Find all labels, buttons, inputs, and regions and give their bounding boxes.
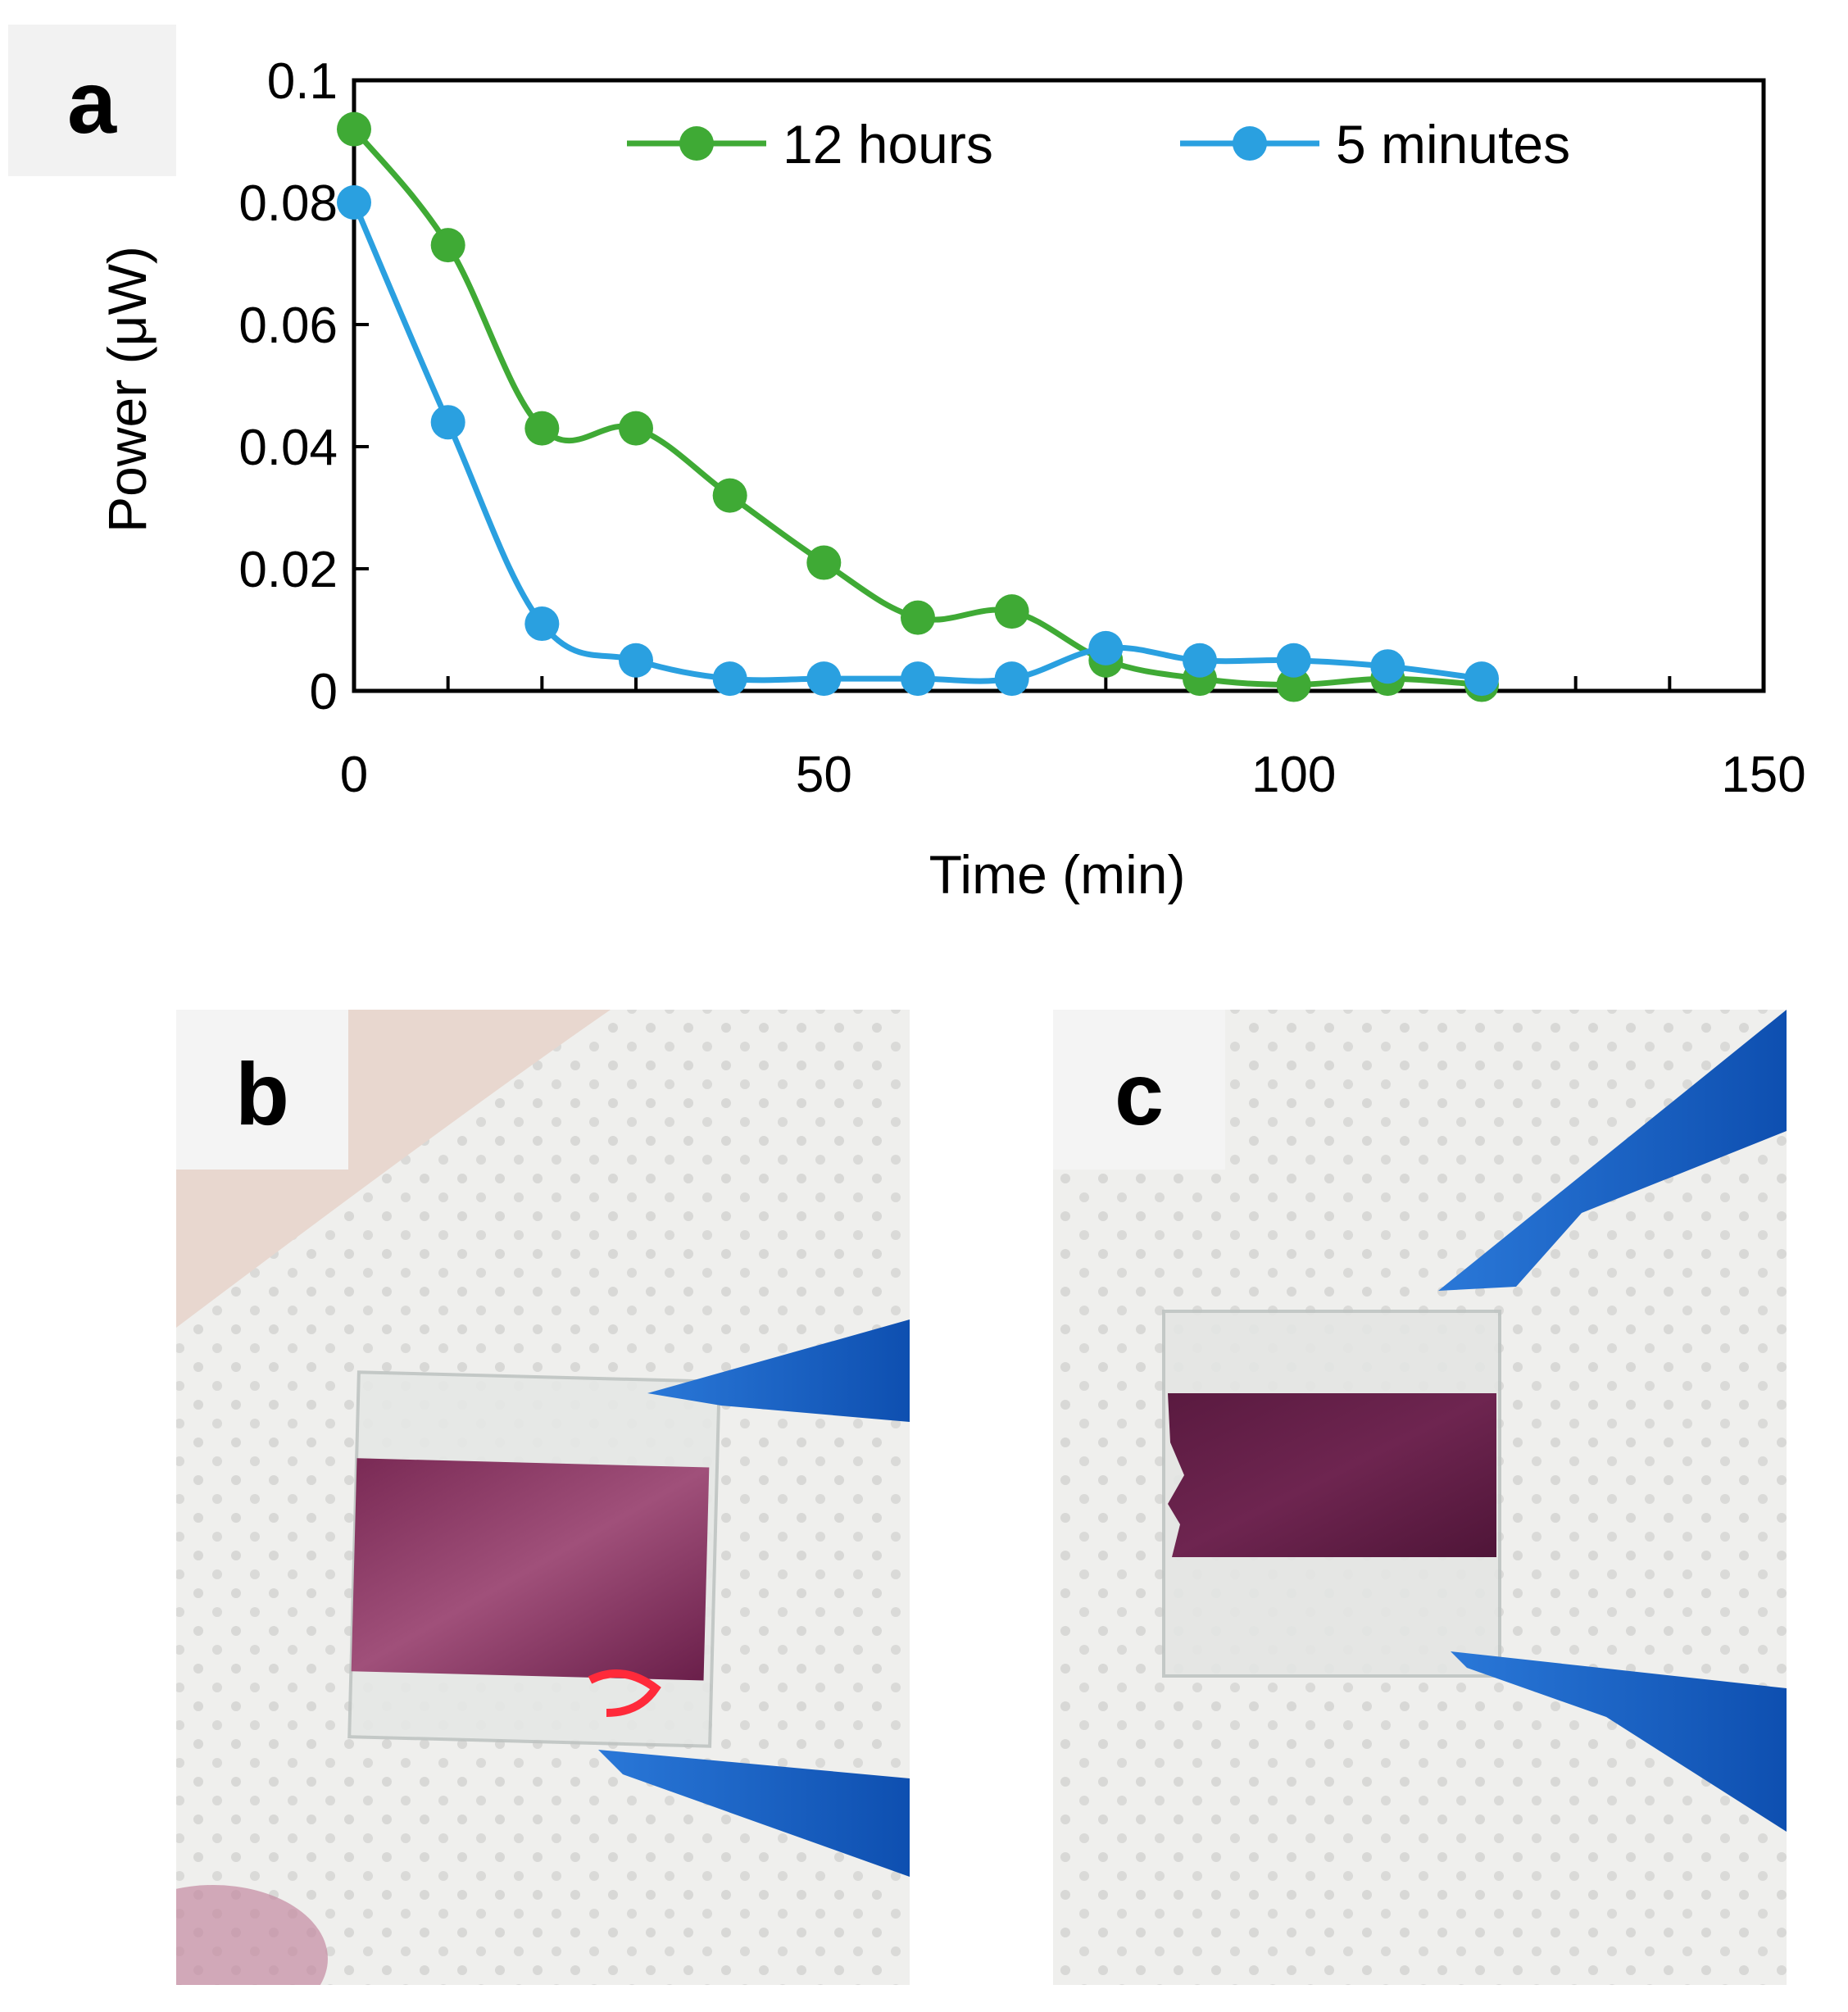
- data-point: [619, 411, 653, 446]
- data-point: [1088, 630, 1124, 665]
- data-point: [337, 185, 371, 220]
- data-point: [337, 111, 371, 147]
- legend-swatch-marker: [1233, 126, 1267, 161]
- panel-b-photo: b: [176, 1010, 910, 1985]
- data-point: [1464, 661, 1499, 697]
- panel-c-label-box: [1053, 1010, 1225, 1170]
- y-axis-label: Power (μW): [97, 246, 157, 533]
- data-point: [524, 606, 560, 642]
- data-point: [1276, 643, 1311, 678]
- panel-a-label: a: [67, 52, 117, 152]
- data-point: [806, 661, 842, 697]
- legend-label: 5 minutes: [1336, 114, 1570, 175]
- x-axis-label: Time (min): [929, 844, 1186, 905]
- y-ticks: 0 0.02 0.04 0.06 0.08 0.1: [238, 53, 369, 720]
- data-point: [619, 643, 653, 678]
- tweezer-top-c: [1438, 1010, 1787, 1291]
- data-point: [430, 405, 465, 440]
- data-point: [430, 228, 465, 263]
- data-point: [524, 411, 560, 446]
- chart-a: 0 0.02 0.04 0.06 0.08 0.1 0 50 100 150 Time (min…: [97, 53, 1806, 905]
- plot-frame: [352, 78, 1766, 693]
- tweezer-bottom-b: [598, 1750, 910, 1877]
- stain-b: [176, 1885, 328, 1985]
- legend-label: 12 hours: [783, 114, 993, 175]
- tweezer-bottom-c: [1451, 1651, 1787, 1832]
- panel-b-label: b: [235, 1044, 289, 1143]
- panel-b-label-box: [176, 1010, 348, 1170]
- legend-swatch-marker: [679, 126, 714, 161]
- x-tick-label: 100: [1251, 747, 1336, 803]
- x-tick-label: 0: [340, 747, 368, 803]
- y-tick-label: 0.04: [238, 420, 338, 476]
- series-layer: [337, 111, 1499, 702]
- data-point: [712, 478, 747, 513]
- data-point: [1276, 667, 1311, 702]
- data-point: [1183, 643, 1217, 678]
- data-point: [994, 661, 1029, 697]
- data-point: [806, 545, 842, 580]
- y-tick-label: 0.02: [238, 542, 338, 598]
- dye-film-b: [351, 1458, 710, 1681]
- x-tick-label: 150: [1721, 747, 1805, 803]
- data-point: [1370, 649, 1405, 684]
- x-tick-label: 50: [796, 747, 852, 803]
- y-tick-label: 0: [310, 664, 338, 720]
- y-tick-label: 0.06: [238, 297, 338, 354]
- data-point: [994, 594, 1029, 629]
- data-point: [901, 600, 935, 635]
- dye-film-c: [1168, 1393, 1496, 1557]
- legend: 12 hours 5 minutes: [627, 114, 1570, 175]
- panel-c-label: c: [1115, 1044, 1164, 1143]
- y-tick-label: 0.08: [238, 175, 338, 232]
- data-point: [901, 661, 935, 697]
- panel-c-photo: c: [1053, 1010, 1787, 1985]
- panel-a-label-box: [8, 25, 176, 176]
- red-mark-b: [588, 1669, 661, 1717]
- y-tick-label: 0.1: [267, 53, 338, 110]
- tweezer-top-b: [647, 1319, 910, 1422]
- data-point: [712, 661, 747, 697]
